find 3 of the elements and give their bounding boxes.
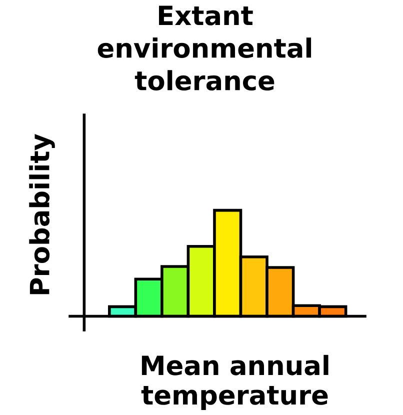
y-axis-title: Probability [29,134,55,294]
chart-title: Extant environmental tolerance [98,6,312,91]
x-axis-title: Mean annual temperature [141,354,328,410]
